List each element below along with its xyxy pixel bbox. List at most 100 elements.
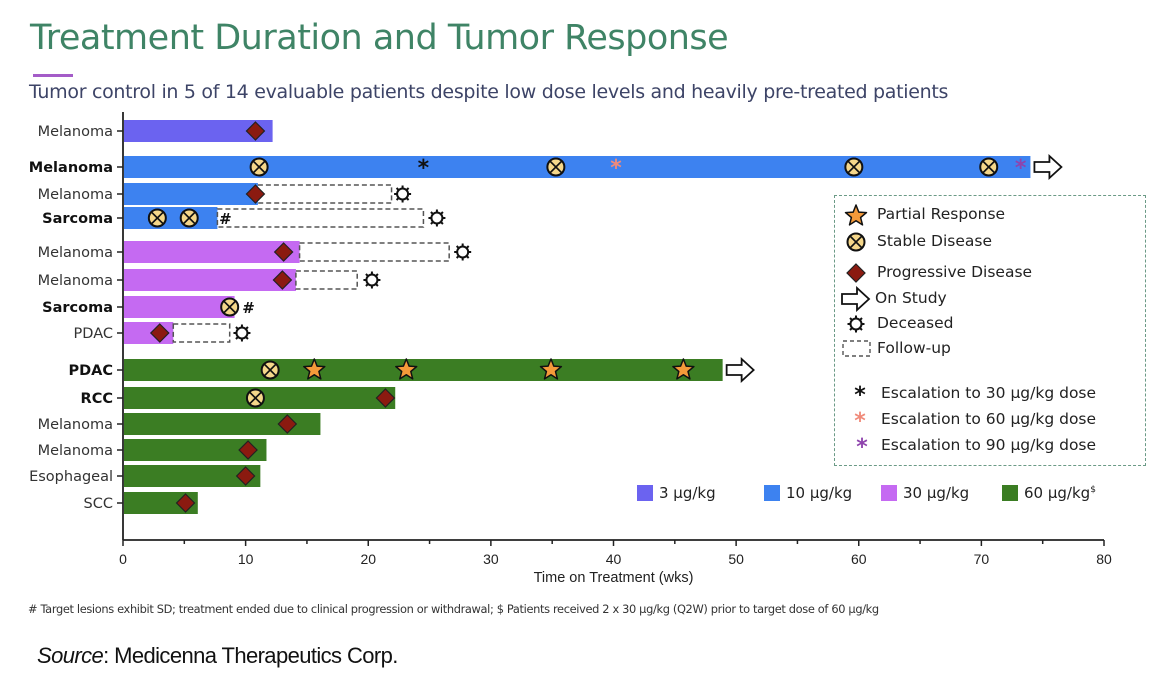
dashed-box-icon	[842, 340, 871, 357]
asterisk-purple-icon: *	[856, 435, 868, 459]
asterisk-glyph: *	[854, 409, 866, 433]
legend-item: Escalation to 30 µg/kg dose	[881, 384, 1097, 402]
category-label: Melanoma	[38, 245, 113, 261]
followup-box	[295, 270, 358, 290]
hash-mark: #	[219, 210, 232, 228]
bar-13	[124, 465, 261, 487]
title-accent-bar	[33, 74, 73, 77]
diamond-icon	[846, 263, 866, 283]
dose-legend-item: 10 µg/kg	[764, 484, 852, 502]
source-line: Source: Medicenna Therapeutics Corp.	[37, 643, 398, 669]
bar-12	[124, 439, 267, 461]
on-study-arrow	[1033, 153, 1063, 181]
bar-11	[124, 413, 321, 435]
bar-2	[124, 156, 1031, 178]
stable-disease-marker	[249, 157, 269, 177]
progressive-disease-marker	[235, 466, 256, 486]
bar-4	[124, 207, 218, 229]
progressive-disease-marker	[277, 414, 298, 434]
dose-footnote-marker: $	[1090, 485, 1096, 495]
dose-legend-item: 30 µg/kg	[881, 484, 969, 502]
category-label: PDAC	[68, 363, 113, 379]
dose-swatch	[1002, 485, 1018, 501]
bar-1	[124, 120, 273, 142]
partial-response-marker	[303, 358, 326, 380]
progressive-disease-marker	[245, 121, 266, 141]
legend-item: Escalation to 60 µg/kg dose	[881, 410, 1097, 428]
stable-disease-marker	[546, 157, 566, 177]
dose-legend-item: 3 µg/kg	[637, 484, 716, 502]
category-label: RCC	[81, 391, 113, 407]
followup-box	[298, 242, 450, 262]
asterisk-glyph: *	[856, 435, 868, 459]
category-label: Melanoma	[38, 124, 113, 140]
category-label: Sarcoma	[42, 300, 113, 316]
markers-layer: * * *##	[147, 121, 1063, 513]
dose-swatch	[764, 485, 780, 501]
hash-mark: #	[242, 299, 255, 317]
footnote: # Target lesions exhibit SD; treatment e…	[28, 602, 879, 616]
dose-swatch	[881, 485, 897, 501]
stable-disease-marker	[220, 297, 240, 317]
legend-item: Progressive Disease	[877, 263, 1033, 281]
x-tick-label: 0	[119, 551, 127, 567]
dashed-box-glyph	[842, 340, 871, 357]
progressive-disease-marker	[245, 184, 266, 204]
category-label: Esophageal	[29, 469, 113, 485]
stable-disease-marker	[147, 208, 167, 228]
dose-label: 3 µg/kg	[659, 484, 716, 502]
category-label: Sarcoma	[42, 211, 113, 227]
x-tick-label: 40	[606, 551, 622, 567]
legend-item: Stable Disease	[877, 232, 992, 250]
progressive-disease-marker	[272, 270, 293, 290]
asterisk-pink-icon: *	[854, 409, 866, 433]
stable-disease-marker	[979, 157, 999, 177]
bar-5	[124, 241, 300, 263]
deceased-marker	[363, 271, 381, 289]
star-glyph	[844, 204, 868, 226]
stable-disease-icon	[846, 232, 866, 252]
category-labels: Melanoma Melanoma Melanoma Sarcoma Melanoma M…	[29, 124, 123, 512]
x-tick-label: 10	[238, 551, 254, 567]
bar-9	[124, 359, 723, 381]
legend-item: Escalation to 90 µg/kg dose	[881, 436, 1097, 454]
legend-item: Deceased	[877, 314, 954, 332]
x-tick-label: 80	[1096, 551, 1112, 567]
legend-item: On Study	[875, 289, 947, 307]
asterisk-black-icon: *	[854, 383, 866, 407]
progressive-disease-marker	[175, 493, 196, 513]
on-study-arrow	[725, 356, 755, 384]
dose-swatch	[637, 485, 653, 501]
page-subtitle: Tumor control in 5 of 14 evaluable patie…	[29, 81, 949, 103]
progressive-disease-marker	[149, 323, 170, 343]
partial-response-marker	[672, 358, 695, 380]
x-axis-label: Time on Treatment (wks)	[534, 570, 694, 586]
deceased-icon	[847, 315, 865, 333]
arrow-right-icon	[841, 286, 871, 312]
category-label: Melanoma	[38, 417, 113, 433]
sd-glyph	[846, 232, 866, 252]
deceased-marker	[394, 185, 412, 203]
escalation-90-marker: *	[1015, 156, 1027, 181]
arrow-glyph	[841, 286, 871, 312]
bar-6	[124, 269, 296, 291]
dose-label: 10 µg/kg	[786, 484, 853, 502]
stable-disease-marker	[179, 208, 199, 228]
x-tick-label: 60	[851, 551, 867, 567]
deceased-marker	[233, 324, 251, 342]
escalation-30-marker: *	[418, 156, 430, 181]
source-label: Source	[37, 643, 104, 668]
category-label: PDAC	[74, 326, 113, 342]
asterisk-glyph: *	[854, 383, 866, 407]
escalation-60-marker: *	[610, 156, 622, 181]
progressive-disease-marker	[238, 440, 258, 460]
partial-response-marker	[539, 358, 563, 380]
bar-7	[124, 296, 235, 318]
category-label: Melanoma	[29, 160, 113, 176]
partial-response-marker	[395, 358, 418, 380]
x-tick-label: 70	[974, 551, 990, 567]
followup-box	[257, 184, 393, 204]
stable-disease-marker	[844, 157, 864, 177]
pd-glyph	[846, 263, 866, 283]
